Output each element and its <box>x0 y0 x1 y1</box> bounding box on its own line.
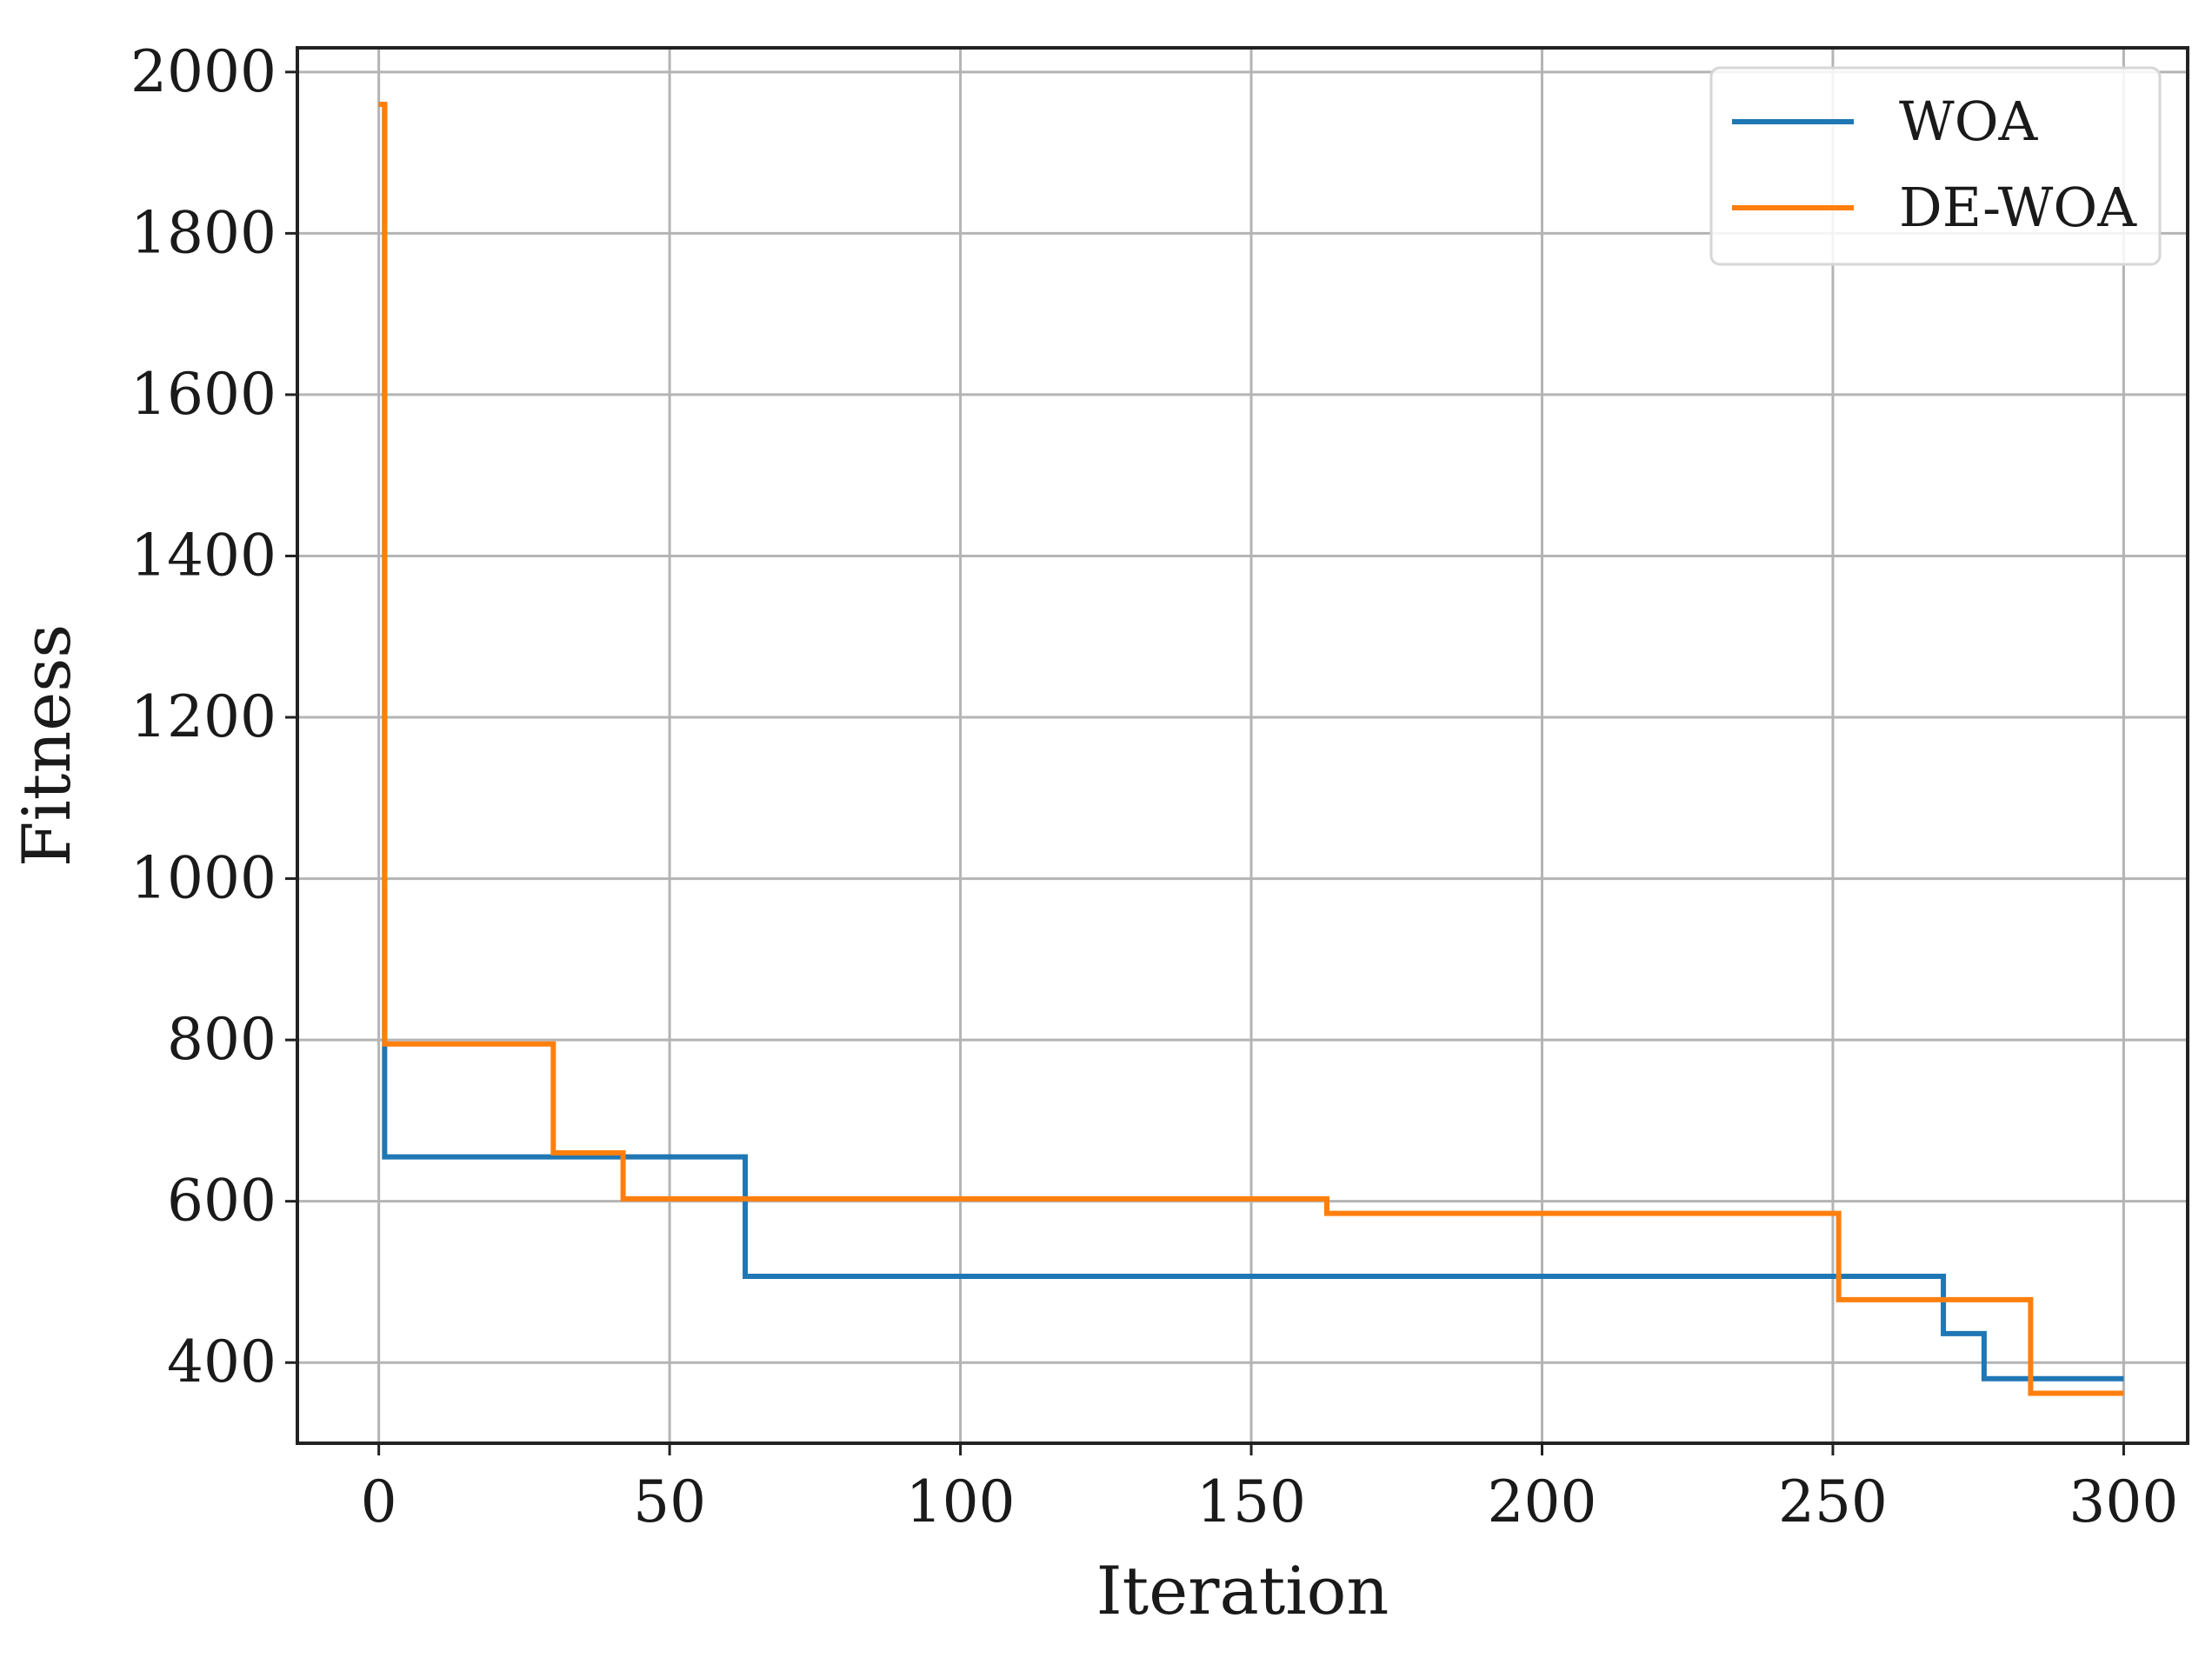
x-tick-label-200: 200 <box>1488 1468 1597 1535</box>
y-tick-label-1000: 1000 <box>130 845 276 912</box>
x-tick-label-100: 100 <box>906 1468 1016 1535</box>
y-tick-label-2000: 2000 <box>130 38 276 105</box>
legend: WOA DE-WOA <box>1709 66 2162 266</box>
legend-label-woa: WOA <box>1899 90 2039 153</box>
y-tick-label-600: 600 <box>167 1168 276 1235</box>
legend-box <box>1709 66 2162 266</box>
series-line-de-woa <box>378 101 2124 1396</box>
y-tick-label-400: 400 <box>167 1328 276 1395</box>
series-layer <box>378 101 2124 1396</box>
y-tick-label-1800: 1800 <box>130 199 276 266</box>
tick-layer: 0 50 100 150 200 250 300 400 600 800 1000 1200 1400 1… <box>130 38 2178 1535</box>
y-tick-label-1600: 1600 <box>130 361 276 428</box>
y-tick-label-1400: 1400 <box>130 522 276 589</box>
series-line-woa <box>378 101 2124 1382</box>
grid-layer <box>297 48 2188 1443</box>
x-tick-label-150: 150 <box>1196 1468 1306 1535</box>
y-tick-label-800: 800 <box>167 1006 276 1073</box>
legend-label-de-woa: DE-WOA <box>1899 176 2137 239</box>
x-axis-label: Iteration <box>1096 1552 1389 1629</box>
plot-frame <box>296 46 2189 1445</box>
x-tick-label-50: 50 <box>633 1468 706 1535</box>
x-tick-label-300: 300 <box>2069 1468 2178 1535</box>
x-tick-label-250: 250 <box>1778 1468 1888 1535</box>
y-axis-label: Fitness <box>8 624 85 868</box>
y-tick-label-1200: 1200 <box>130 683 276 750</box>
x-tick-label-0: 0 <box>361 1468 397 1535</box>
